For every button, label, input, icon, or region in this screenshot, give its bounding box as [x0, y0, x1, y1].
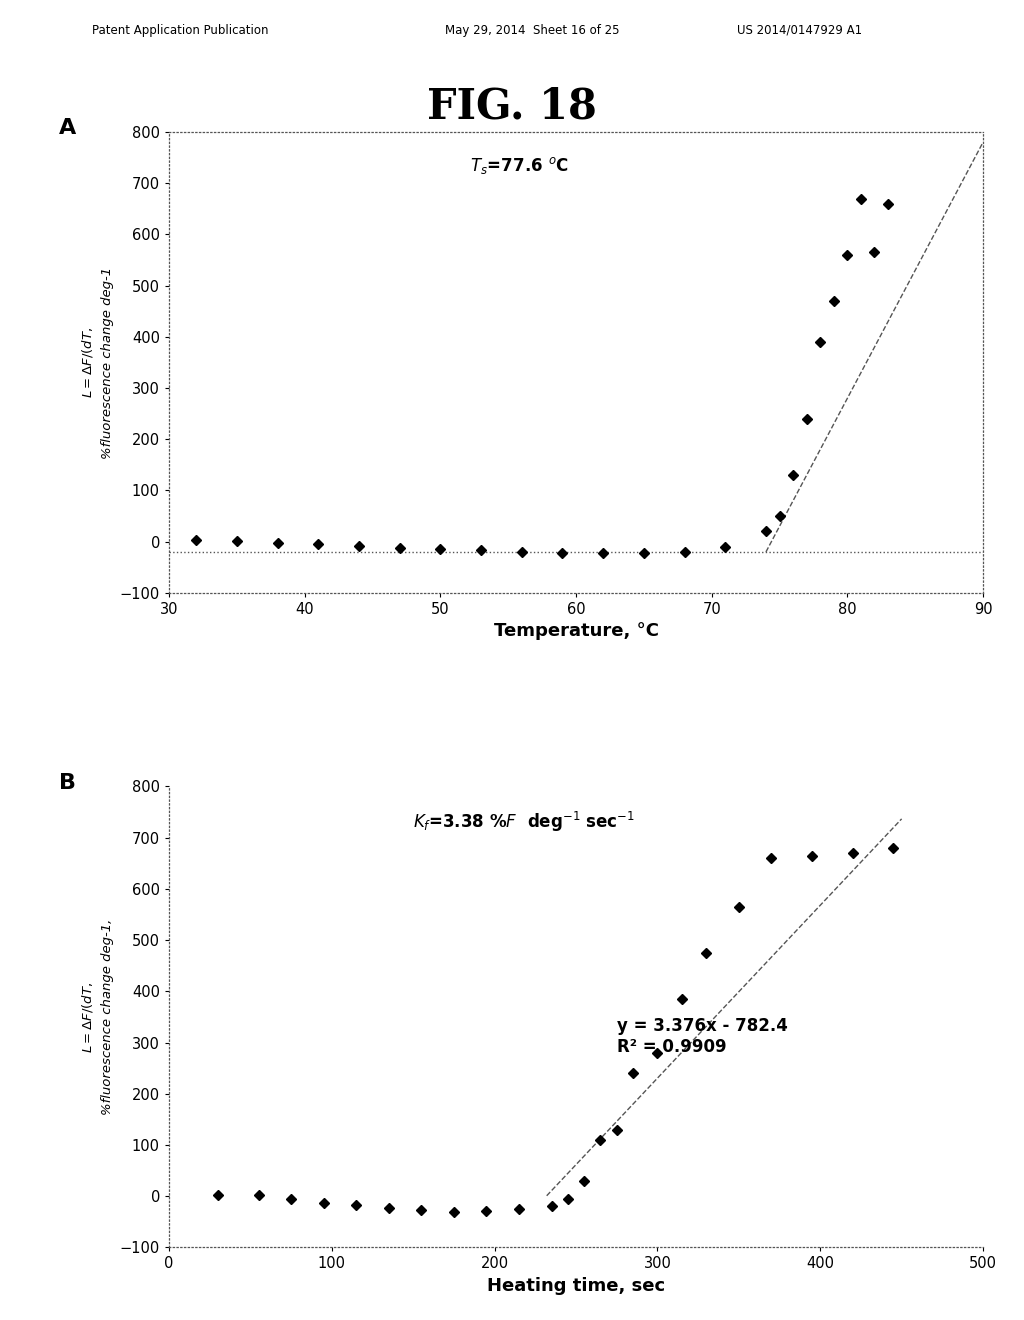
- Text: B: B: [59, 772, 76, 793]
- Text: May 29, 2014  Sheet 16 of 25: May 29, 2014 Sheet 16 of 25: [445, 24, 620, 37]
- Y-axis label: $L=\Delta F/(dT,$
%fluorescence change deg-1: $L=\Delta F/(dT,$ %fluorescence change d…: [80, 267, 114, 458]
- X-axis label: Temperature, °C: Temperature, °C: [494, 623, 658, 640]
- Text: $\it{K}_f$=3.38 %$\it{F}$  deg$^{-1}$ sec$^{-1}$: $\it{K}_f$=3.38 %$\it{F}$ deg$^{-1}$ sec…: [413, 809, 635, 834]
- Text: A: A: [59, 119, 77, 139]
- Text: US 2014/0147929 A1: US 2014/0147929 A1: [737, 24, 862, 37]
- Text: y = 3.376x - 782.4
R² = 0.9909: y = 3.376x - 782.4 R² = 0.9909: [616, 1016, 787, 1056]
- Text: FIG. 18: FIG. 18: [427, 86, 597, 128]
- Text: Patent Application Publication: Patent Application Publication: [92, 24, 268, 37]
- Y-axis label: $L=\Delta F/(dT,$
%fluorescence change deg-1,: $L=\Delta F/(dT,$ %fluorescence change d…: [80, 919, 114, 1115]
- Text: $\it{T}_s$=77.6 $^o$C: $\it{T}_s$=77.6 $^o$C: [470, 154, 569, 176]
- X-axis label: Heating time, sec: Heating time, sec: [487, 1276, 665, 1295]
